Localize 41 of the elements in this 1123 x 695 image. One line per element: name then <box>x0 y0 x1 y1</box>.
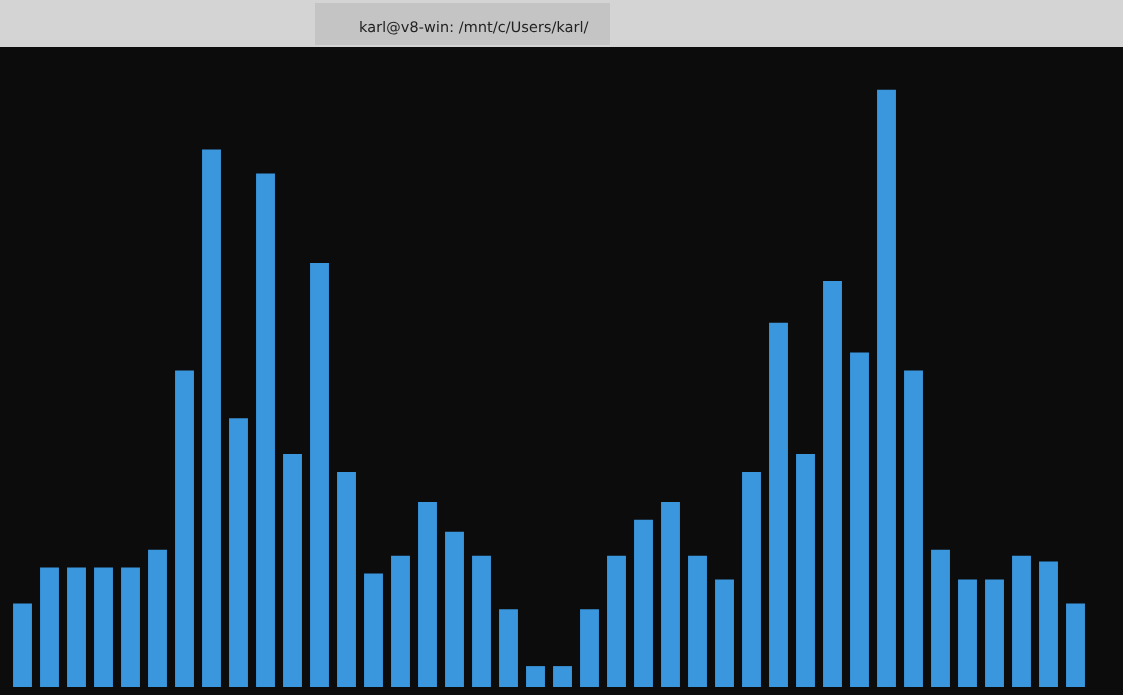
bar <box>877 89 896 687</box>
bar <box>1066 603 1085 687</box>
bar <box>256 173 275 687</box>
bar <box>445 531 464 687</box>
bar <box>13 603 32 687</box>
bar <box>499 609 518 687</box>
bar <box>904 370 923 687</box>
bar <box>1039 561 1058 687</box>
bar <box>175 370 194 687</box>
text: karl@v8-win: /mnt/c/Users/karl/ <box>360 20 589 35</box>
bar <box>337 472 356 687</box>
bar <box>310 263 329 687</box>
bar <box>985 579 1004 687</box>
bar <box>823 280 842 687</box>
bar <box>769 322 788 687</box>
bar <box>94 567 113 687</box>
bar <box>958 579 977 687</box>
bar <box>661 501 680 687</box>
bar <box>580 609 599 687</box>
bar <box>148 549 167 687</box>
bar <box>742 472 761 687</box>
bar <box>418 501 437 687</box>
bar <box>121 567 140 687</box>
bar <box>526 666 545 687</box>
bar <box>850 352 869 687</box>
bar <box>391 555 410 687</box>
bar <box>796 454 815 687</box>
bar <box>229 418 248 687</box>
bar <box>1012 555 1031 687</box>
bar <box>634 519 653 687</box>
bar <box>688 555 707 687</box>
bar <box>607 555 626 687</box>
bar <box>553 666 572 687</box>
bar <box>364 573 383 687</box>
bar <box>931 549 950 687</box>
bar <box>202 149 221 687</box>
bar <box>40 567 59 687</box>
bar <box>715 579 734 687</box>
bar <box>67 567 86 687</box>
bar <box>472 555 491 687</box>
bar <box>283 454 302 687</box>
